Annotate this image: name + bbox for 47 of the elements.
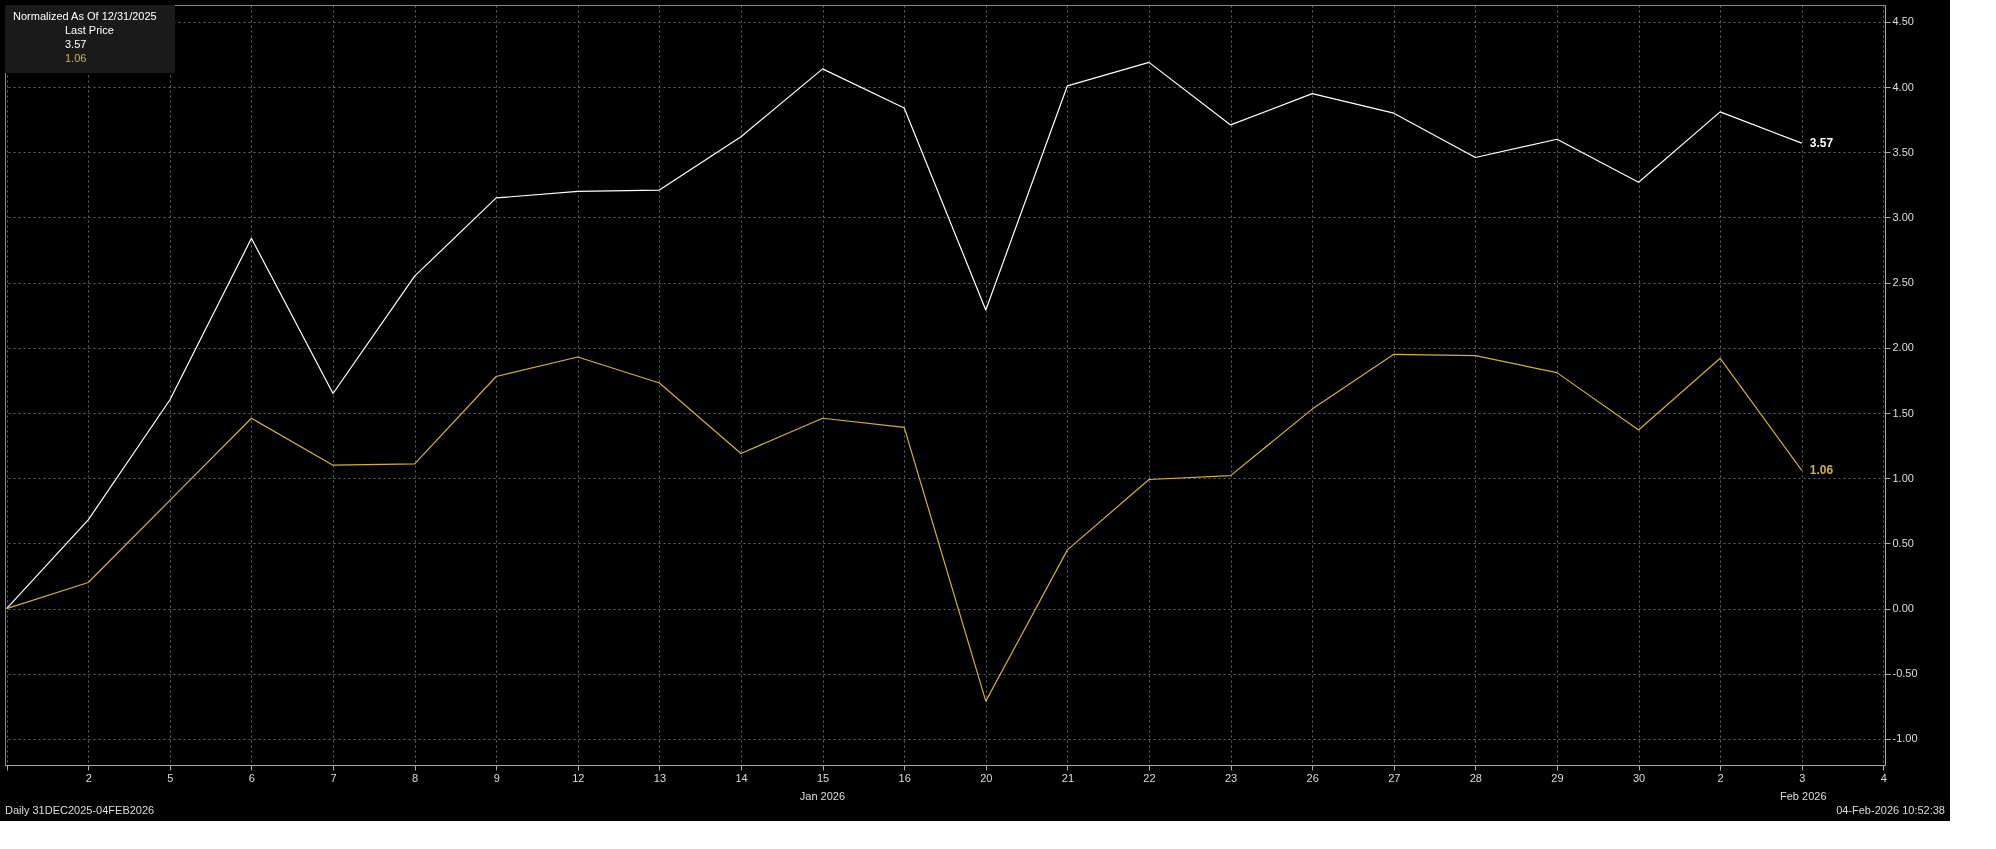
x-tick-label: 21 <box>1061 771 1075 784</box>
x-tick-label: 7 <box>330 771 337 784</box>
y-tick-label: 4.00 <box>1892 80 1914 93</box>
y-tick-label: 0.50 <box>1892 536 1914 549</box>
x-tick-label: 16 <box>898 771 911 784</box>
y-tick-label: -1.00 <box>1892 732 1918 745</box>
x-tick-label: 29 <box>1551 771 1564 784</box>
x-tick-label: 30 <box>1632 771 1646 784</box>
x-tick-label: 2 <box>85 771 92 784</box>
data-label: 1.06 <box>1809 463 1834 478</box>
text: Jan 2026 <box>799 790 846 802</box>
x-tick-label: 5 <box>167 771 174 784</box>
x-tick-label: 26 <box>1306 771 1319 784</box>
legend-title: Normalized As Of 12/31/2025 <box>13 10 157 22</box>
x-tick-label: 3 <box>1799 771 1806 784</box>
x-tick-label: 14 <box>735 771 748 784</box>
line-series <box>6 61 1803 610</box>
y-tick-label: 3.00 <box>1892 210 1914 223</box>
data-label: 3.57 <box>1809 136 1834 151</box>
x-tick-label: 6 <box>248 771 255 784</box>
y-tick-label: 1.50 <box>1892 406 1914 419</box>
x-tick-label: 15 <box>816 771 830 784</box>
annotation: Last Price <box>65 24 114 36</box>
y-tick-label: 1.00 <box>1892 471 1914 484</box>
y-tick-label: 2.50 <box>1892 276 1914 289</box>
y-tick-label: -0.50 <box>1892 667 1918 680</box>
y-tick-label: 4.50 <box>1892 15 1914 28</box>
text: 04-Feb-2026 10:52:38 <box>1836 804 1945 816</box>
x-tick-label: 13 <box>653 771 667 784</box>
text: Daily 31DEC2025-04FEB2026 <box>5 804 155 816</box>
text: 1.06 <box>65 52 87 64</box>
x-tick-label: 20 <box>980 771 993 784</box>
x-tick-label: 27 <box>1388 771 1401 784</box>
x-tick-label: 12 <box>572 771 585 784</box>
line-series <box>6 353 1803 702</box>
x-tick-label: 4 <box>1880 771 1887 784</box>
y-tick-label: 3.50 <box>1892 145 1914 158</box>
x-tick-label: 9 <box>493 771 500 784</box>
x-tick-label: 8 <box>412 771 419 784</box>
x-tick-label: 2 <box>1717 771 1724 784</box>
text: 3.57 <box>65 38 87 50</box>
text: Feb 2026 <box>1780 790 1827 802</box>
y-tick-label: 2.00 <box>1892 341 1914 354</box>
x-tick-label: 28 <box>1469 771 1483 784</box>
x-tick-label: 22 <box>1143 771 1156 784</box>
y-tick-label: 0.00 <box>1892 602 1914 615</box>
x-tick-label: 23 <box>1224 771 1238 784</box>
